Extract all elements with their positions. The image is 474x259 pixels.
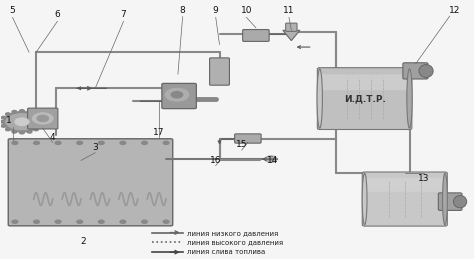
Circle shape <box>37 115 48 121</box>
Ellipse shape <box>362 173 367 225</box>
Circle shape <box>0 120 4 123</box>
Circle shape <box>1 125 6 127</box>
Circle shape <box>99 220 104 223</box>
FancyBboxPatch shape <box>27 108 58 129</box>
Circle shape <box>38 116 43 119</box>
Text: 13: 13 <box>418 174 429 183</box>
Circle shape <box>27 111 32 113</box>
Circle shape <box>165 88 189 101</box>
Text: 16: 16 <box>210 156 221 165</box>
Ellipse shape <box>443 173 447 225</box>
Circle shape <box>34 220 39 223</box>
Circle shape <box>12 131 17 133</box>
Text: 8: 8 <box>180 6 185 16</box>
Text: 2: 2 <box>81 237 86 246</box>
Text: 11: 11 <box>283 6 295 16</box>
FancyBboxPatch shape <box>235 134 261 143</box>
FancyBboxPatch shape <box>210 58 229 85</box>
FancyBboxPatch shape <box>162 83 196 109</box>
Circle shape <box>38 125 43 127</box>
Circle shape <box>265 156 277 162</box>
Circle shape <box>12 141 18 145</box>
Circle shape <box>55 141 61 145</box>
FancyBboxPatch shape <box>403 63 428 79</box>
FancyBboxPatch shape <box>438 193 462 210</box>
Ellipse shape <box>419 64 433 77</box>
Text: 7: 7 <box>121 10 127 19</box>
Text: 4: 4 <box>50 133 55 142</box>
Ellipse shape <box>454 196 467 208</box>
Circle shape <box>19 131 24 134</box>
FancyBboxPatch shape <box>243 30 269 41</box>
Circle shape <box>39 120 44 123</box>
Circle shape <box>12 220 18 223</box>
FancyBboxPatch shape <box>362 172 447 226</box>
Circle shape <box>171 92 182 98</box>
Text: 3: 3 <box>92 143 98 152</box>
Text: 17: 17 <box>153 128 165 136</box>
Text: 5: 5 <box>9 6 15 16</box>
Circle shape <box>99 141 104 145</box>
Circle shape <box>77 141 82 145</box>
FancyBboxPatch shape <box>8 139 173 226</box>
Text: 14: 14 <box>267 156 278 165</box>
Text: линия низкого давления: линия низкого давления <box>187 229 279 235</box>
Text: линия высокого давления: линия высокого давления <box>187 239 283 245</box>
Circle shape <box>1 116 6 119</box>
Circle shape <box>163 141 169 145</box>
Circle shape <box>12 111 17 113</box>
Text: линия слива топлива: линия слива топлива <box>187 249 265 255</box>
Circle shape <box>34 141 39 145</box>
Circle shape <box>5 112 39 131</box>
Circle shape <box>34 128 38 131</box>
Text: И.Д.Т.Р.: И.Д.Т.Р. <box>344 94 385 103</box>
Circle shape <box>120 141 126 145</box>
FancyBboxPatch shape <box>318 68 412 130</box>
FancyBboxPatch shape <box>320 74 409 90</box>
Circle shape <box>32 113 53 124</box>
Circle shape <box>142 220 147 223</box>
Circle shape <box>6 113 10 116</box>
Ellipse shape <box>317 69 322 128</box>
Circle shape <box>55 220 61 223</box>
Text: 12: 12 <box>449 6 460 16</box>
Text: 1: 1 <box>6 116 12 125</box>
Circle shape <box>15 118 29 126</box>
Text: 10: 10 <box>241 6 252 16</box>
FancyBboxPatch shape <box>286 23 297 31</box>
Ellipse shape <box>407 69 412 128</box>
Circle shape <box>34 113 38 116</box>
Circle shape <box>6 128 10 131</box>
Text: 6: 6 <box>55 10 60 19</box>
Circle shape <box>19 110 24 112</box>
Circle shape <box>27 131 32 133</box>
FancyBboxPatch shape <box>365 178 445 192</box>
Circle shape <box>77 220 82 223</box>
Circle shape <box>142 141 147 145</box>
Text: 15: 15 <box>236 140 247 149</box>
Circle shape <box>120 220 126 223</box>
Polygon shape <box>283 30 300 41</box>
Circle shape <box>163 220 169 223</box>
Text: 9: 9 <box>213 6 219 16</box>
